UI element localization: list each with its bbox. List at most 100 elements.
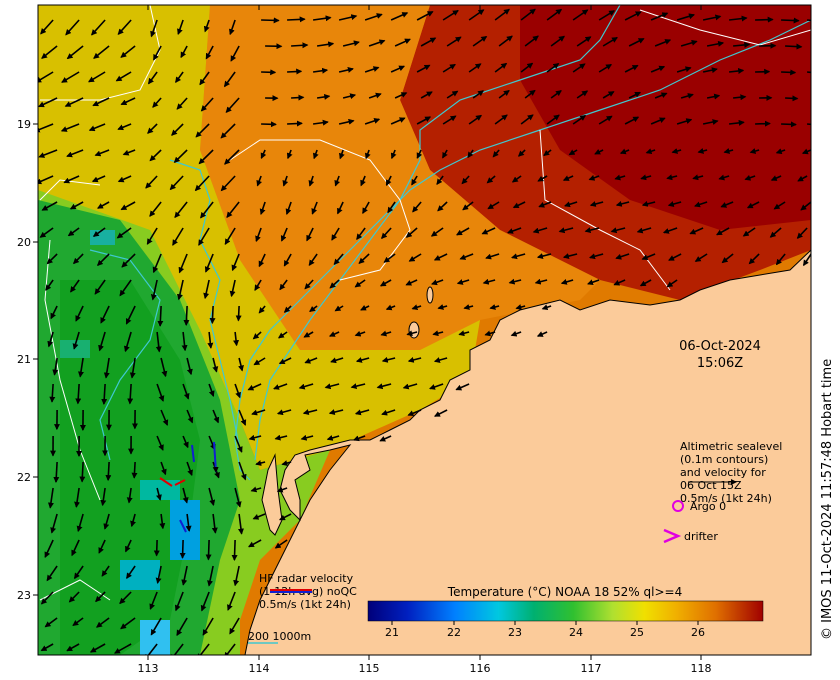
velocity-arrow [364,66,380,73]
x-axis: 113 114 115 116 117 118 [138,5,712,675]
velocity-arrow [103,357,110,379]
velocity-arrow [220,175,236,192]
velocity-arrow [437,304,448,310]
velocity-arrow [155,331,162,353]
velocity-arrow [494,62,508,73]
velocity-arrow [248,539,262,548]
velocity-arrow [72,253,84,265]
velocity-arrow [364,13,383,21]
velocity-arrow [254,279,262,291]
velocity-arrow [280,227,288,242]
velocity-arrow [298,383,314,390]
velocity-arrow [562,253,578,259]
velocity-arrow [360,175,366,187]
velocity-arrow [564,201,578,208]
velocity-arrow [550,35,566,47]
velocity-arrow [287,68,303,75]
velocity-arrow [381,356,396,363]
velocity-arrow [624,11,642,21]
velocity-arrow [126,487,133,504]
colorbar-tick-label: 24 [569,626,583,639]
velocity-arrow [117,19,132,35]
y-tick-label: 19 [17,118,31,131]
velocity-arrow [773,201,786,210]
velocity-arrow [237,513,244,535]
velocity-arrow [468,9,485,21]
velocity-arrow [252,513,266,520]
velocity-arrow [38,149,58,158]
velocity-arrow [558,227,574,234]
velocity-arrow [160,409,169,426]
velocity-arrow [312,149,319,160]
velocity-arrow [96,253,110,267]
velocity-arrow [207,331,214,349]
velocity-arrow [512,201,526,209]
velocity-arrow [160,357,168,378]
velocity-arrow [248,434,262,441]
velocity-arrow [149,149,162,162]
velocity-arrow [258,305,266,314]
velocity-arrow [176,617,188,637]
velocity-arrow [536,331,548,337]
drifter-label: drifter [684,530,718,543]
velocity-arrow [120,45,136,58]
velocity-arrow [342,40,360,47]
velocity-arrow [208,487,216,506]
velocity-arrow [45,279,54,291]
velocity-arrow [775,148,786,155]
velocity-arrow [179,539,186,559]
velocity-arrow [356,227,366,241]
velocity-arrow [468,63,482,73]
velocity-arrow [283,305,292,313]
velocity-arrow [546,62,560,73]
velocity-arrow [75,383,82,405]
velocity-arrow [330,357,344,364]
velocity-arrow [333,253,344,266]
velocity-arrow [127,383,134,405]
velocity-arrow [524,35,539,47]
velocity-arrow [662,227,678,234]
velocity-arrow [203,19,210,33]
velocity-arrow [352,435,366,442]
velocity-arrow [181,565,188,586]
velocity-arrow [350,383,366,390]
velocity-arrow [390,149,397,160]
velocity-arrow [306,227,314,242]
velocity-arrow [442,9,459,21]
velocity-arrow [91,19,106,36]
velocity-arrow [697,147,708,154]
velocity-arrow [171,123,184,136]
velocity-arrow [229,617,240,635]
velocity-arrow [411,304,422,311]
velocity-arrow [654,92,668,99]
velocity-arrow [807,71,811,74]
velocity-arrow [175,71,184,84]
velocity-arrow [785,95,799,102]
velocity-arrow [326,435,340,441]
velocity-arrow [667,201,682,207]
velocity-arrow [379,279,392,287]
velocity-arrow [334,305,344,312]
velocity-arrow [173,149,188,163]
velocity-arrow [694,201,708,208]
velocity-arrow [729,67,745,74]
velocity-arrow [742,227,756,237]
velocity-arrow [467,149,474,159]
velocity-arrow [251,409,266,416]
velocity-arrow [273,383,288,390]
velocity-arrow [405,279,418,286]
velocity-arrow [368,39,386,47]
velocity-arrow [276,409,292,416]
velocity-arrow [156,383,165,402]
velocity-arrow [639,279,652,287]
velocity-arrow [624,116,640,125]
velocity-arrow [517,149,526,157]
velocity-arrow [274,539,288,549]
velocity-arrow [238,461,247,481]
velocity-arrow [472,90,485,99]
velocity-arrow [247,383,262,391]
velocity-arrow [775,253,786,266]
velocity-arrow [147,123,158,134]
velocity-arrow [155,565,162,584]
velocity-arrow [781,121,797,128]
